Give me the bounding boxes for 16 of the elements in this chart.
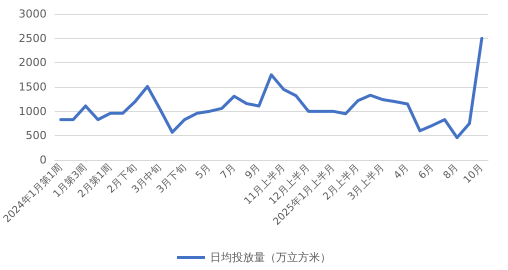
- x-tick-label: 8月: [442, 162, 461, 182]
- x-tick-label: 5月: [194, 162, 214, 182]
- x-tick-label: 7月: [218, 162, 238, 182]
- y-tick-label: 500: [26, 129, 47, 142]
- legend-label: 日均投放量（万立方米）: [210, 251, 331, 264]
- y-tick-label: 3000: [18, 8, 47, 20]
- x-tick-label: 6月: [416, 162, 436, 182]
- y-tick-label: 1000: [18, 104, 47, 118]
- y-tick-label: 1500: [18, 80, 47, 94]
- x-tick-label: 10月: [462, 162, 486, 186]
- line-series: [59, 36, 484, 140]
- y-tick-label: 0: [40, 154, 47, 166]
- x-tick-label: 9月: [243, 162, 263, 182]
- y-tick-label: 2000: [18, 56, 47, 70]
- y-tick-label: 2500: [18, 32, 47, 45]
- x-tick-label: 4月: [392, 162, 412, 182]
